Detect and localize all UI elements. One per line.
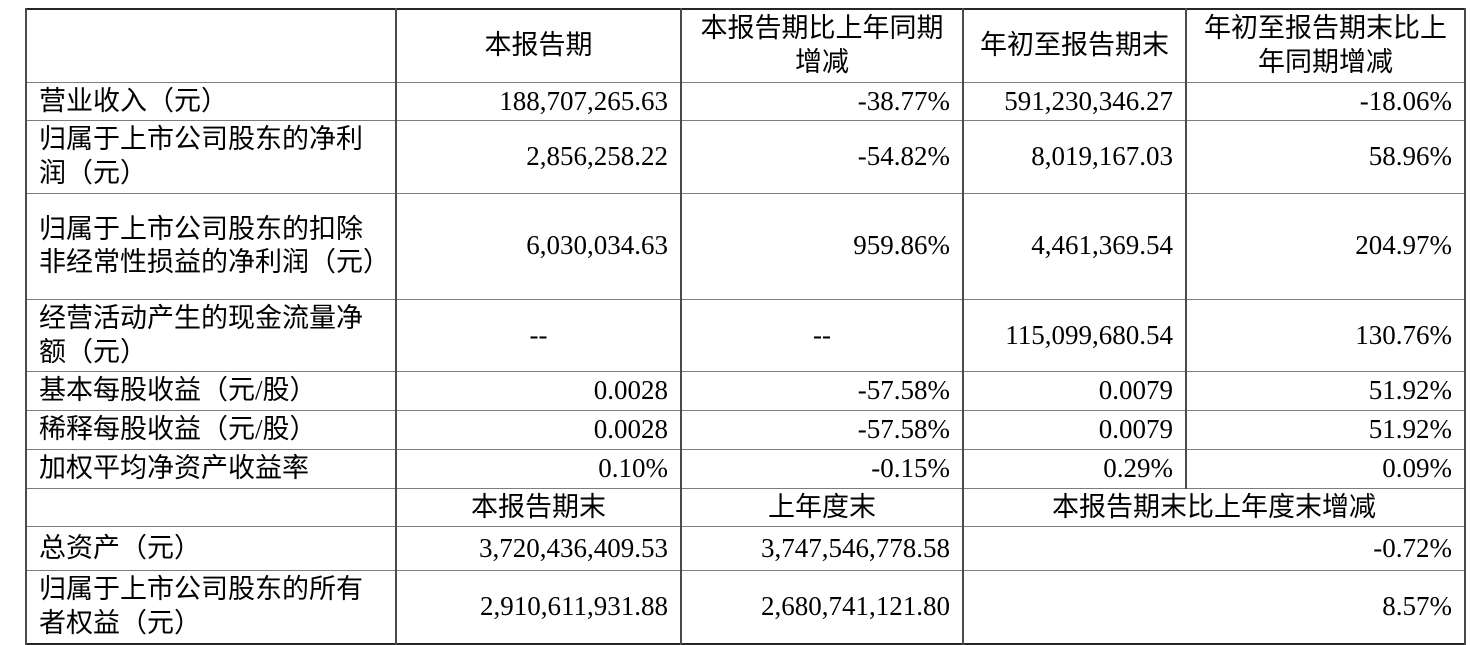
report-page: 本报告期 本报告期比上年同期增减 年初至报告期末 年初至报告期末比上年同期增减 … <box>25 8 1466 645</box>
cell-value: -57.58% <box>680 410 964 450</box>
cell-value: 8,019,167.03 <box>962 120 1187 194</box>
cell-value: 58.96% <box>1185 120 1466 194</box>
cell-value: 2,680,741,121.80 <box>680 570 964 645</box>
financial-summary-table: 本报告期 本报告期比上年同期增减 年初至报告期末 年初至报告期末比上年同期增减 … <box>25 8 1466 645</box>
header-cell-current-period-yoy-change: 本报告期比上年同期增减 <box>680 8 964 83</box>
header-cell-year-to-date-yoy-change: 年初至报告期末比上年同期增减 <box>1185 8 1466 83</box>
cell-value: 3,747,546,778.58 <box>680 526 964 572</box>
header-cell-current-period: 本报告期 <box>395 8 682 83</box>
table-row-owners-equity: 归属于上市公司股东的所有者权益（元） 2,910,611,931.88 2,68… <box>25 570 1466 645</box>
cell-value: 0.0028 <box>395 410 682 450</box>
cell-value: 188,707,265.63 <box>395 81 682 122</box>
table-row-basic-eps: 基本每股收益（元/股） 0.0028 -57.58% 0.0079 51.92% <box>25 371 1466 411</box>
row-label: 归属于上市公司股东的所有者权益（元） <box>25 570 397 645</box>
cell-value-na: -- <box>680 298 964 373</box>
cell-value: -0.15% <box>680 448 964 489</box>
row-label: 经营活动产生的现金流量净额（元） <box>25 298 397 373</box>
subheader-cell-end-of-period: 本报告期末 <box>395 487 682 528</box>
subheader-cell-change-vs-last-year-end: 本报告期末比上年度末增减 <box>962 487 1466 528</box>
cell-value: 4,461,369.54 <box>962 192 1187 300</box>
row-label: 稀释每股收益（元/股） <box>25 410 397 450</box>
cell-value: -54.82% <box>680 120 964 194</box>
cell-value: 130.76% <box>1185 298 1466 373</box>
cell-value: -18.06% <box>1185 81 1466 122</box>
cell-value: 0.09% <box>1185 448 1466 489</box>
cell-value: 959.86% <box>680 192 964 300</box>
table-row-diluted-eps: 稀释每股收益（元/股） 0.0028 -57.58% 0.0079 51.92% <box>25 410 1466 450</box>
cell-value: 0.29% <box>962 448 1187 489</box>
cell-value: -57.58% <box>680 371 964 411</box>
row-label: 归属于上市公司股东的扣除非经常性损益的净利润（元） <box>25 192 397 300</box>
cell-value: 51.92% <box>1185 371 1466 411</box>
table-row-weighted-avg-roe: 加权平均净资产收益率 0.10% -0.15% 0.29% 0.09% <box>25 448 1466 489</box>
table-row-net-profit: 归属于上市公司股东的净利润（元） 2,856,258.22 -54.82% 8,… <box>25 120 1466 194</box>
cell-value-na: -- <box>395 298 682 373</box>
cell-value: 6,030,034.63 <box>395 192 682 300</box>
cell-value: 0.0079 <box>962 410 1187 450</box>
cell-value: 2,856,258.22 <box>395 120 682 194</box>
cell-value: 3,720,436,409.53 <box>395 526 682 572</box>
header-row: 本报告期 本报告期比上年同期增减 年初至报告期末 年初至报告期末比上年同期增减 <box>25 8 1466 83</box>
table-row-operating-cash-flow: 经营活动产生的现金流量净额（元） -- -- 115,099,680.54 13… <box>25 298 1466 373</box>
cell-value: 0.0079 <box>962 371 1187 411</box>
header-cell-empty <box>25 8 397 83</box>
cell-value: 0.0028 <box>395 371 682 411</box>
row-label: 总资产（元） <box>25 526 397 572</box>
cell-value: -38.77% <box>680 81 964 122</box>
subheader-row: 本报告期末 上年度末 本报告期末比上年度末增减 <box>25 487 1466 528</box>
header-cell-year-to-date: 年初至报告期末 <box>962 8 1187 83</box>
row-label: 归属于上市公司股东的净利润（元） <box>25 120 397 194</box>
subheader-cell-end-of-last-year: 上年度末 <box>680 487 964 528</box>
row-label: 营业收入（元） <box>25 81 397 122</box>
cell-value: -0.72% <box>962 526 1466 572</box>
cell-value: 51.92% <box>1185 410 1466 450</box>
cell-value: 2,910,611,931.88 <box>395 570 682 645</box>
table-row-total-assets: 总资产（元） 3,720,436,409.53 3,747,546,778.58… <box>25 526 1466 572</box>
table-row-operating-revenue: 营业收入（元） 188,707,265.63 -38.77% 591,230,3… <box>25 81 1466 122</box>
cell-value: 115,099,680.54 <box>962 298 1187 373</box>
cell-value: 591,230,346.27 <box>962 81 1187 122</box>
row-label: 基本每股收益（元/股） <box>25 371 397 411</box>
table-row-net-profit-excl-nonrecurring: 归属于上市公司股东的扣除非经常性损益的净利润（元） 6,030,034.63 9… <box>25 192 1466 300</box>
cell-value: 204.97% <box>1185 192 1466 300</box>
row-label: 加权平均净资产收益率 <box>25 448 397 489</box>
subheader-cell-empty <box>25 487 397 528</box>
cell-value: 0.10% <box>395 448 682 489</box>
cell-value: 8.57% <box>962 570 1466 645</box>
